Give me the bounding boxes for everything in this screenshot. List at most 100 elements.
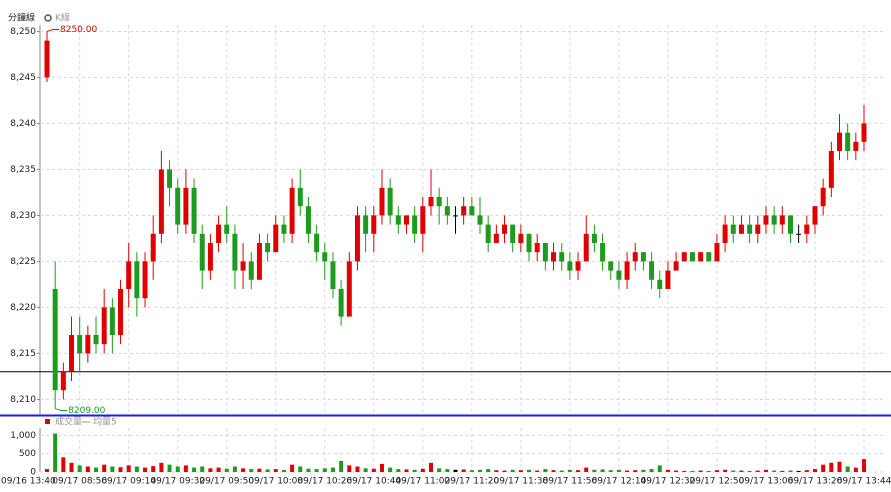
candle-body: [469, 206, 475, 216]
volume-bar: [273, 469, 278, 472]
candle-body: [183, 187, 189, 225]
volume-bar: [469, 470, 474, 472]
volume-bar: [134, 466, 139, 472]
volume-bar: [674, 470, 679, 472]
candle-body: [52, 288, 58, 391]
candle-body: [232, 233, 238, 271]
candle-body: [542, 242, 548, 262]
candle-body: [624, 261, 630, 280]
candle-body: [436, 197, 442, 207]
x-tick-label: 09/17 09:14: [101, 477, 156, 487]
candle-body: [281, 224, 287, 234]
min-pointer: [55, 408, 68, 412]
candle-body: [150, 233, 156, 262]
candle-body: [616, 270, 622, 280]
volume-bar: [241, 468, 246, 472]
candle-body: [387, 187, 393, 216]
x-tick-label: 09/17 13:44: [837, 477, 891, 487]
candle-body: [575, 261, 581, 271]
volume-bar: [232, 466, 237, 472]
volume-bar: [796, 470, 801, 472]
candle-body: [730, 224, 736, 234]
candle-body: [158, 169, 164, 234]
candle-body: [118, 288, 124, 335]
candle-body: [93, 334, 99, 345]
candle-body: [69, 334, 75, 372]
volume-bar: [657, 465, 662, 472]
candle-body: [191, 187, 197, 234]
volume-bar: [853, 467, 858, 472]
candle-body: [861, 123, 867, 142]
candle-body: [698, 252, 704, 262]
volume-bar: [61, 457, 66, 472]
x-tick-label: 09/17 08:56: [52, 477, 107, 487]
candle-body: [526, 233, 532, 253]
x-tick-label: 09/17 13:26: [788, 477, 843, 487]
x-tick-label: 09/17 11:02: [395, 477, 450, 487]
candle-body: [632, 252, 638, 262]
volume-bar: [527, 469, 532, 472]
x-tick-label: 09/17 11:38: [493, 477, 548, 487]
candle-body: [747, 224, 753, 234]
candle-body: [142, 261, 148, 299]
candle-body: [85, 334, 91, 354]
candle-body: [591, 233, 597, 243]
volume-bar: [94, 467, 99, 472]
candle-body: [567, 261, 573, 271]
volume-bar: [543, 469, 548, 472]
legend-icon: [44, 14, 52, 22]
volume-bar: [371, 468, 376, 472]
volume-bar: [306, 468, 311, 472]
candle-body: [461, 206, 467, 216]
volume-bar: [723, 469, 728, 472]
candle-body: [649, 261, 655, 280]
volume-bar: [592, 469, 597, 472]
candle-body: [134, 261, 140, 299]
volume-bar: [788, 470, 793, 472]
volume-bar: [625, 470, 630, 472]
candle-body: [665, 270, 671, 289]
candle-body: [657, 279, 663, 289]
volume-bar: [616, 469, 621, 472]
candle-body: [518, 233, 524, 243]
candle-body: [273, 224, 279, 253]
candle-body: [379, 187, 385, 216]
x-tick-label: 09/17 09:32: [150, 477, 205, 487]
volume-bar: [167, 464, 172, 472]
volume-bar: [747, 470, 752, 472]
volume-bar: [159, 462, 164, 472]
candle-body: [395, 215, 401, 225]
y-tick-label: 8,210: [10, 395, 36, 405]
x-tick-label: 09/17 10:26: [297, 477, 352, 487]
volume-bar: [77, 465, 82, 472]
x-tick-label: 09/17 09:50: [199, 477, 254, 487]
legend-label: K線: [55, 12, 70, 24]
candle-body: [338, 288, 344, 317]
candle-body: [199, 233, 205, 271]
y-tick-label: 8,235: [10, 165, 36, 175]
volume-bar: [249, 469, 254, 472]
candle-body: [763, 215, 769, 225]
x-tick-label: 09/16 13:40: [1, 477, 56, 487]
candle-body: [714, 242, 720, 262]
max-pointer: [46, 28, 59, 32]
candle-body: [412, 215, 418, 234]
candle-body: [681, 252, 687, 262]
volume-bar: [600, 469, 605, 472]
candle-body: [804, 224, 810, 234]
volume-bar: [265, 469, 270, 472]
volume-bar: [731, 470, 736, 472]
volume-bar: [339, 461, 344, 472]
volume-bar: [559, 470, 564, 472]
volume-bar: [388, 467, 393, 472]
candle-body: [477, 215, 483, 225]
candle-body: [845, 132, 851, 152]
candle-body: [485, 224, 491, 243]
candle-body: [216, 224, 222, 243]
candle-body: [796, 233, 802, 235]
volume-bar: [126, 465, 131, 472]
candle-body: [371, 215, 377, 234]
candle-body: [600, 242, 606, 262]
candle-body: [559, 252, 565, 262]
volume-bar: [192, 467, 197, 472]
